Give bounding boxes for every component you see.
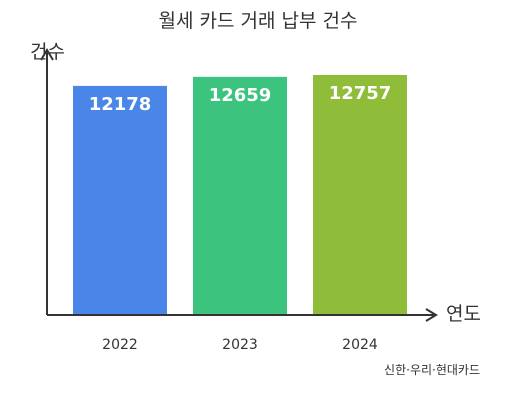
- bar-2023: [193, 76, 287, 316]
- bar-2024: [313, 75, 407, 315]
- x-axis-label: 연도: [446, 303, 481, 325]
- bar-2022: [73, 85, 167, 315]
- chart-title: 월세 카드 거래 납부 건수: [159, 10, 358, 32]
- y-axis-arrow: [40, 48, 54, 61]
- bars-layer: 12178 2022 12659 2023 12757 2024: [73, 75, 407, 353]
- x-tick-label-2024: 2024: [342, 337, 378, 353]
- x-tick-label-2023: 2023: [222, 337, 258, 353]
- source-note: 신한·우리·현대카드: [384, 363, 480, 377]
- x-axis-arrow: [425, 308, 438, 322]
- value-label-2023: 12659: [209, 85, 272, 106]
- value-label-2024: 12757: [329, 83, 392, 104]
- value-label-2022: 12178: [89, 94, 152, 115]
- x-tick-label-2022: 2022: [102, 337, 138, 353]
